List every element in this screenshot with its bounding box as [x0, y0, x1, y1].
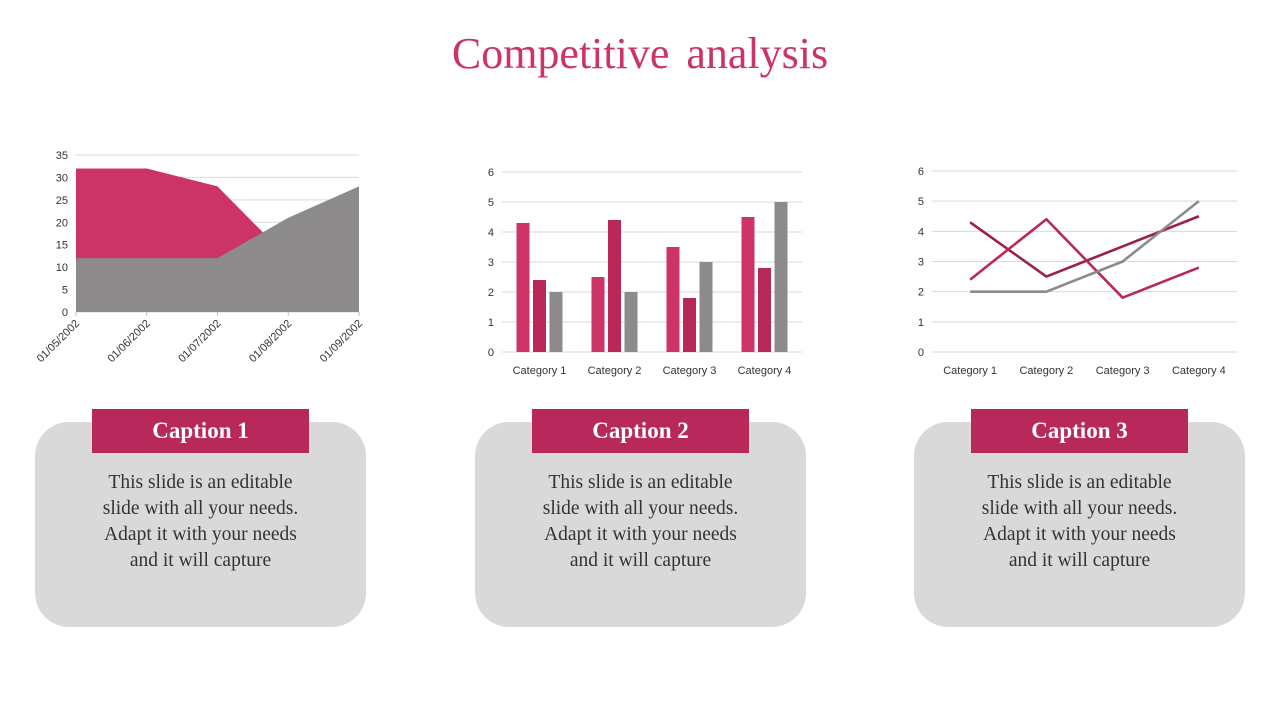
caption-card-2: This slide is an editable slide with all…	[475, 422, 806, 627]
x-tick-label: Category 3	[1096, 365, 1150, 377]
bar-chart: 0 1 2 3 4 5 6 Category 1 Category 2 Category 3 Cat…	[488, 167, 802, 377]
bar	[516, 223, 530, 352]
y-tick-label: 15	[56, 240, 68, 252]
caption-line: Adapt it with your needs	[983, 524, 1176, 545]
x-tick-label: Category 1	[513, 365, 567, 377]
y-tick-label: 30	[56, 172, 68, 184]
caption-tab-1: Caption 1	[92, 409, 309, 453]
y-tick-label: 5	[918, 196, 924, 208]
y-tick-label: 4	[488, 227, 494, 239]
y-tick-label: 6	[918, 166, 924, 178]
x-tick-label: 01/09/2002	[318, 318, 365, 365]
bar	[608, 220, 621, 352]
x-tick-label: Category 4	[1172, 365, 1226, 377]
bar	[774, 202, 788, 352]
bar	[683, 298, 696, 352]
y-tick-label: 1	[488, 317, 494, 329]
x-tick-label: Category 2	[1019, 365, 1073, 377]
y-tick-label: 5	[62, 285, 68, 297]
caption-card-1: This slide is an editable slide with all…	[35, 422, 366, 627]
y-tick-label: 0	[62, 307, 68, 319]
line-chart: 0 1 2 3 4 5 6 Category 1 Category 2 Category 3 Cat…	[918, 166, 1237, 377]
x-tick-label: 01/06/2002	[105, 318, 152, 365]
y-tick-label: 10	[56, 262, 68, 274]
y-tick-label: 20	[56, 217, 68, 229]
caption-tab-3: Caption 3	[971, 409, 1188, 453]
bar	[741, 217, 755, 352]
y-tick-label: 3	[488, 257, 494, 269]
caption-line: This slide is an editable	[987, 472, 1172, 493]
slide-title: Competitive analysis	[451, 29, 829, 78]
caption-line: Adapt it with your needs	[104, 524, 297, 545]
x-tick-label: Category 1	[943, 365, 997, 377]
x-tick-label: 01/05/2002	[35, 318, 82, 365]
x-tick-label: Category 2	[588, 365, 642, 377]
y-tick-label: 0	[918, 347, 924, 359]
area-series-2	[76, 186, 359, 312]
bar	[666, 247, 680, 352]
caption-line: Adapt it with your needs	[544, 524, 737, 545]
area-chart: 0 5 10 15 20 25 30 35 01/05/2002 01/06/2002 01/07/…	[35, 150, 365, 365]
caption-body-1: This slide is an editable slide with all…	[35, 470, 366, 574]
x-tick-label: 01/08/2002	[247, 318, 294, 365]
caption-line: and it will capture	[569, 550, 712, 571]
line-series-2	[969, 217, 1200, 299]
caption-line: slide with all your needs.	[981, 498, 1178, 519]
y-tick-label: 0	[488, 347, 494, 359]
bar	[591, 277, 605, 352]
y-tick-label: 2	[918, 287, 924, 299]
caption-body-2: This slide is an editable slide with all…	[475, 470, 806, 574]
caption-line: slide with all your needs.	[542, 498, 739, 519]
y-tick-label: 4	[918, 226, 924, 238]
y-tick-label: 3	[918, 257, 924, 269]
y-tick-label: 2	[488, 287, 494, 299]
caption-line: and it will capture	[1008, 550, 1151, 571]
caption-line: This slide is an editable	[548, 472, 733, 493]
bar	[699, 262, 713, 352]
y-tick-label: 25	[56, 195, 68, 207]
x-tick-label: 01/07/2002	[176, 318, 223, 365]
y-tick-label: 5	[488, 197, 494, 209]
bar	[758, 268, 771, 352]
x-tick-label: Category 3	[663, 365, 717, 377]
x-tick-label: Category 4	[738, 365, 792, 377]
caption-line: slide with all your needs.	[102, 498, 299, 519]
y-tick-label: 1	[918, 317, 924, 329]
bar	[549, 292, 563, 352]
caption-body-3: This slide is an editable slide with all…	[914, 470, 1245, 574]
line-series-3	[970, 200, 1200, 293]
bar	[533, 280, 546, 352]
caption-tab-2: Caption 2	[532, 409, 749, 453]
bar	[624, 292, 638, 352]
caption-line: This slide is an editable	[108, 472, 293, 493]
caption-card-3: This slide is an editable slide with all…	[914, 422, 1245, 627]
line-series-1	[969, 215, 1200, 278]
y-tick-label: 6	[488, 167, 494, 179]
caption-line: and it will capture	[129, 550, 272, 571]
y-tick-label: 35	[56, 150, 68, 162]
